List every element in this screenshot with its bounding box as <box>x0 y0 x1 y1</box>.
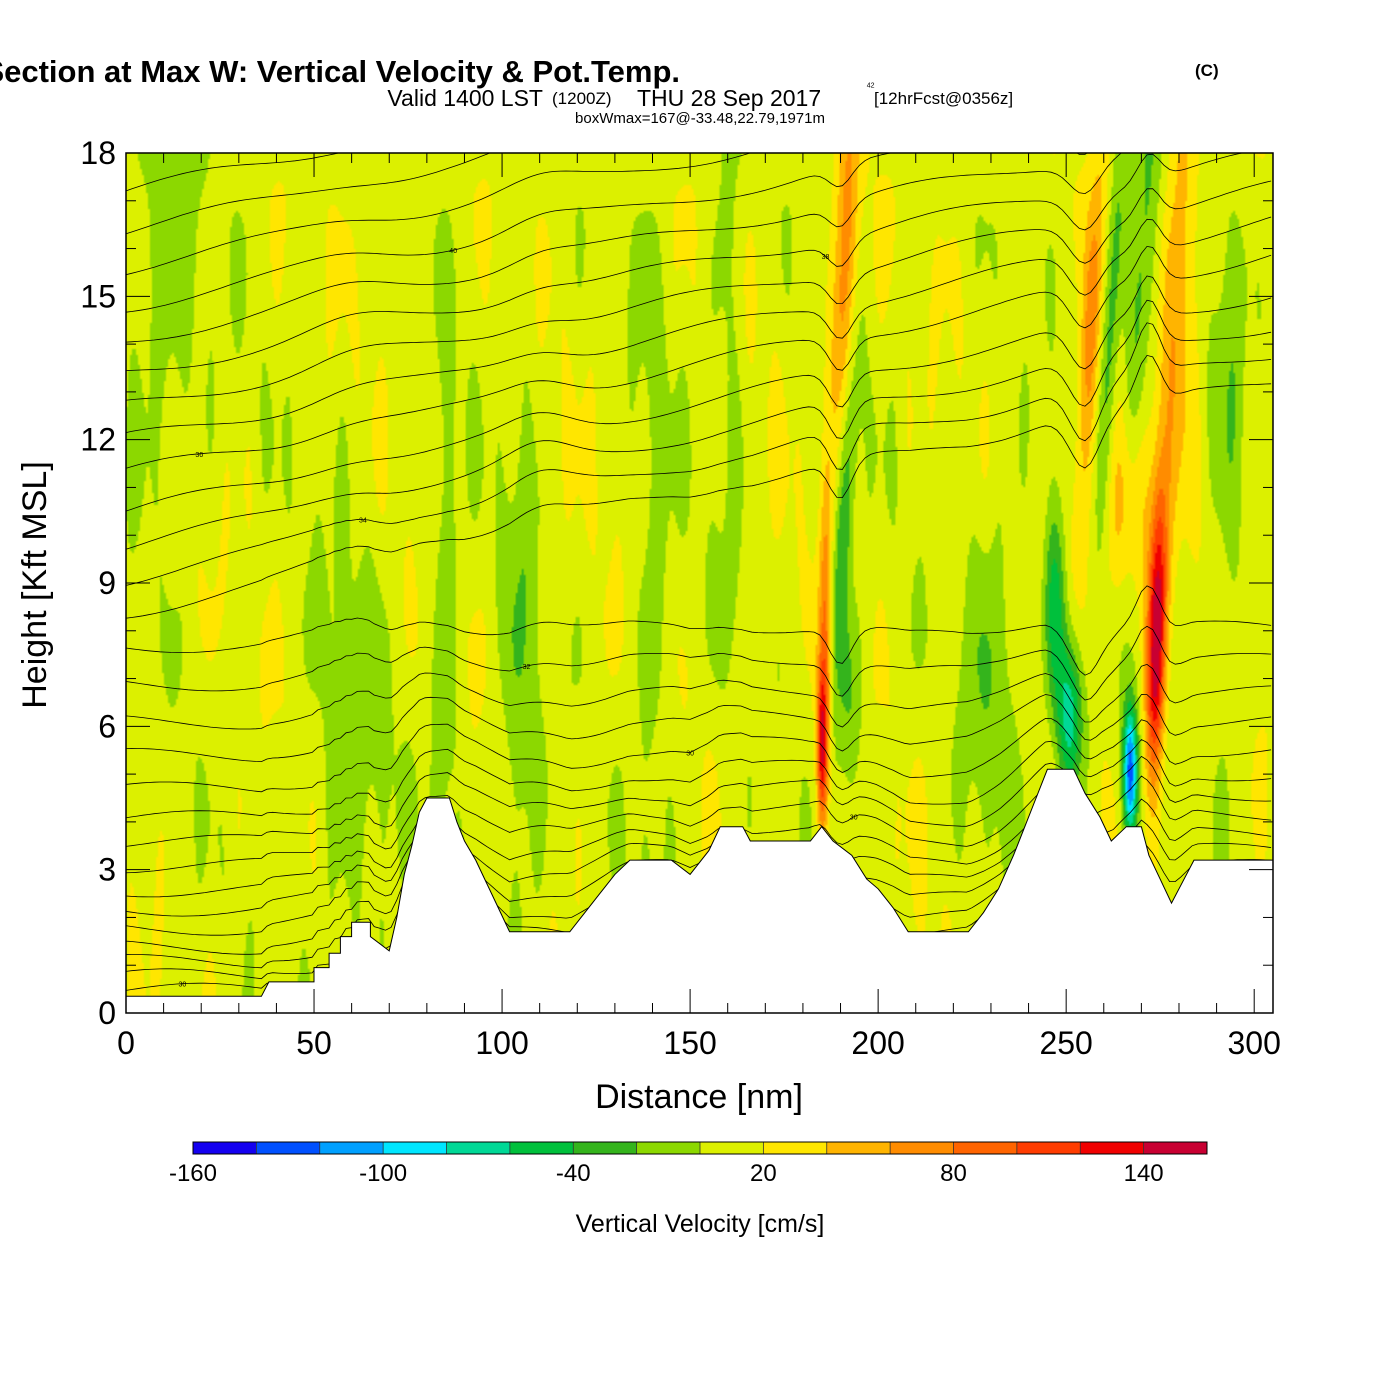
colorbar-tick-label: 20 <box>750 1160 777 1187</box>
isentrope-line <box>126 299 1272 550</box>
colorbar-swatch <box>826 1142 891 1154</box>
chart-title: Wind-Parallel Section at Max W: Vertical… <box>0 54 680 89</box>
contour-label: 32 <box>523 664 531 671</box>
colorbar-swatch <box>1016 1142 1081 1154</box>
isentrope-line <box>126 354 1272 619</box>
contour-label: 30 <box>179 982 187 989</box>
subtitle-utc: (1200Z) <box>552 89 612 108</box>
colorbar-tick-label: 80 <box>940 1160 967 1187</box>
x-tick-label: 0 <box>117 1025 135 1061</box>
isentrope-line <box>126 322 1272 586</box>
y-tick-label: 18 <box>80 135 116 171</box>
colorbar-swatch <box>700 1142 764 1154</box>
isentrope-line <box>126 717 1272 793</box>
x-tick-label: 200 <box>851 1025 904 1061</box>
subtitle-date: THU 28 Sep 2017 <box>637 85 821 111</box>
isentrope-line <box>126 694 1272 763</box>
x-tick-label: 50 <box>296 1025 332 1061</box>
x-tick-label: 100 <box>475 1025 528 1061</box>
x-tick-label: 300 <box>1228 1025 1281 1061</box>
y-axis-label: Height [Kft MSL] <box>16 461 54 709</box>
x-axis-label: Distance [nm] <box>595 1078 803 1116</box>
colorbar-swatch <box>319 1142 384 1154</box>
contour-label: 40 <box>449 248 457 255</box>
contour-label: 34 <box>359 518 367 525</box>
contour-label: 30 <box>686 751 694 758</box>
x-tick-label: 250 <box>1039 1025 1092 1061</box>
isentrope-line <box>126 585 1272 676</box>
colorbar-swatch <box>1080 1142 1144 1154</box>
y-tick-label: 3 <box>98 852 116 888</box>
colorbar-swatch <box>256 1142 321 1154</box>
y-tick-label: 9 <box>98 565 116 601</box>
isentrope-line <box>126 153 1122 343</box>
y-tick-label: 12 <box>80 422 116 458</box>
y-tick-label: 6 <box>98 708 116 744</box>
potential-temperature-contours <box>126 153 1272 991</box>
isentrope-line <box>126 663 1272 730</box>
colorbar-swatch <box>1143 1142 1208 1154</box>
colorbar-swatch <box>890 1142 954 1154</box>
colorbar-swatch <box>446 1142 511 1154</box>
colorbar-swatch <box>573 1142 637 1154</box>
colorbar-frame <box>192 1141 1208 1155</box>
box-info: boxWmax=167@-33.48,22.79,1971m <box>575 110 825 127</box>
colorbar-swatch <box>193 1142 257 1154</box>
contour-labels: 30 30 30 32 34 36 38 40 42 <box>179 83 875 989</box>
colorbar-label: Vertical Velocity [cm/s] <box>576 1210 825 1238</box>
subtitle-valid: Valid 1400 LST <box>387 85 543 111</box>
colorbar-tick-label: 140 <box>1124 1160 1164 1187</box>
colorbar-swatch <box>636 1142 701 1154</box>
isentrope-line <box>126 245 1272 469</box>
y-tick-label: 15 <box>80 278 116 314</box>
colorbar-swatch <box>763 1142 828 1154</box>
isentrope-line <box>126 153 752 276</box>
isentrope-line <box>126 153 341 192</box>
contour-label: 38 <box>822 254 830 261</box>
x-axis: 0 50 100 150 200 250 300 <box>117 153 1281 1061</box>
contour-label: 42 <box>867 83 875 90</box>
subtitle-forecast: [12hrFcst@0356z] <box>874 89 1013 108</box>
isentrope-line <box>126 216 1272 433</box>
contour-label: 36 <box>195 452 203 459</box>
colorbar-swatch <box>953 1142 1018 1154</box>
plot-area <box>126 153 1273 1013</box>
x-tick-label: 150 <box>663 1025 716 1061</box>
isentrope-line <box>126 153 491 235</box>
colorbar-swatch <box>383 1142 447 1154</box>
terrain-mask <box>126 768 1273 1013</box>
colorbar-tick-label: -100 <box>359 1160 407 1187</box>
isentrope-line <box>126 625 1272 701</box>
isentrope-line <box>126 738 1272 819</box>
chart-title-mark: (C) <box>1195 61 1219 80</box>
isentrope-line <box>126 180 1272 401</box>
y-tick-label: 0 <box>98 995 116 1031</box>
colorbar-tick-label: -160 <box>169 1160 217 1187</box>
isentrope-line <box>126 153 1088 313</box>
colorbar-tick-label: -40 <box>556 1160 591 1187</box>
colorbar: -160 -100 -40 20 80 140 <box>169 1141 1208 1187</box>
colorbar-swatch <box>509 1142 574 1154</box>
isentrope-line <box>126 153 1244 371</box>
contour-label: 30 <box>850 815 858 822</box>
isentrope-line <box>126 275 1272 512</box>
